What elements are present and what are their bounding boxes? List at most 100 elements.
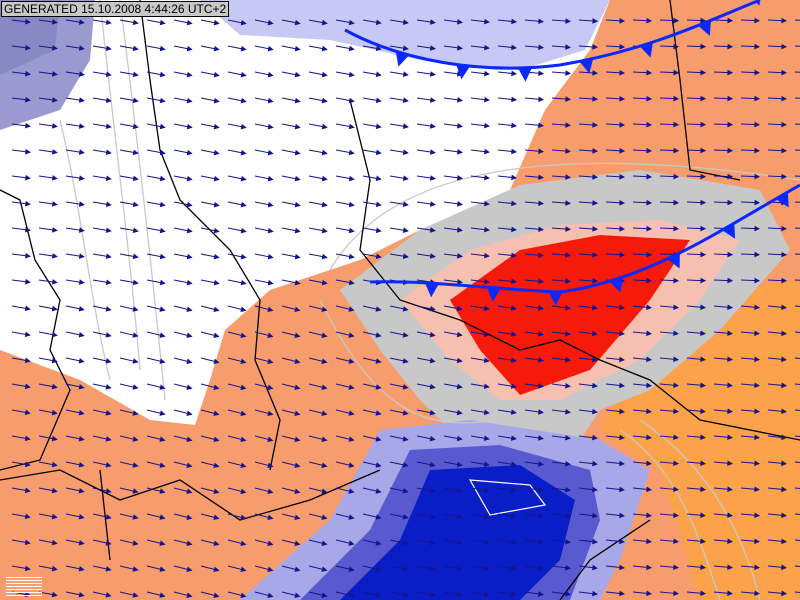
wind-arrow-head xyxy=(700,95,707,102)
wind-arrow-head xyxy=(321,71,328,78)
wind-arrow-head xyxy=(538,226,545,233)
wind-arrow-head xyxy=(78,591,85,598)
wind-arrow-head xyxy=(754,17,761,24)
wind-arrow-head xyxy=(484,122,490,129)
wind-arrow-head xyxy=(186,358,193,364)
cold-front-triangle xyxy=(517,67,532,82)
wind-arrow-head xyxy=(105,175,112,182)
wind-arrow-head xyxy=(348,540,355,546)
wind-arrow-head xyxy=(754,69,761,76)
wind-arrow-head xyxy=(267,566,274,573)
wind-arrow-head xyxy=(781,486,788,493)
wind-arrow-head xyxy=(186,45,193,52)
wind-arrow-head xyxy=(511,278,518,285)
wind-arrow-head xyxy=(754,304,761,311)
wind-arrow-head xyxy=(673,512,680,519)
wind-arrow-head xyxy=(51,97,58,103)
wind-arrow-head xyxy=(727,69,734,76)
wind-arrow-head xyxy=(511,18,518,25)
wind-arrow-head xyxy=(538,148,545,155)
wind-arrow-head xyxy=(646,512,653,519)
wind-arrow-head xyxy=(565,96,572,102)
wind-arrow-head xyxy=(294,149,301,156)
wind-arrow-head xyxy=(429,487,436,494)
wind-arrow-head xyxy=(348,71,355,78)
wind-arrow-head xyxy=(754,434,761,441)
wind-arrow-head xyxy=(429,331,436,338)
wind-arrow-head xyxy=(754,330,761,337)
wind-arrow-head xyxy=(186,436,193,442)
wind-arrow-head xyxy=(510,357,517,363)
wind-arrow-head xyxy=(646,304,653,311)
wind-arrow-head xyxy=(646,147,653,154)
wind-arrow-head xyxy=(159,384,166,390)
wind-arrow-head xyxy=(105,358,112,364)
wind-arrow-head xyxy=(538,44,545,51)
wind-arrow-head xyxy=(457,279,463,285)
wind-arrow-head xyxy=(267,45,274,52)
wind-arrow-head xyxy=(348,306,355,312)
wind-arrow-head xyxy=(321,253,328,260)
wind-arrow-head xyxy=(565,382,571,389)
wind-arrow-icon xyxy=(794,513,800,516)
wind-arrow-head xyxy=(700,408,707,415)
wind-arrow-head xyxy=(159,123,166,130)
wind-arrow-head xyxy=(51,513,58,520)
wind-arrow-head xyxy=(159,488,166,494)
wind-arrow-head xyxy=(267,540,274,547)
wind-arrow-head xyxy=(375,45,382,52)
wind-arrow-head xyxy=(700,486,707,493)
wind-arrow-head xyxy=(78,227,85,233)
wind-arrow-head xyxy=(429,357,436,364)
wind-arrow-head xyxy=(321,227,328,234)
wind-arrow-head xyxy=(727,17,734,24)
wind-arrow-head xyxy=(619,408,626,415)
wind-arrow-head xyxy=(781,17,788,24)
wind-arrow-head xyxy=(511,200,518,207)
wind-arrow-head xyxy=(375,384,382,390)
wind-arrow-icon xyxy=(794,357,800,360)
wind-arrow-head xyxy=(537,435,544,441)
wind-arrow-head xyxy=(294,488,301,495)
wind-arrow-head xyxy=(754,173,761,180)
wind-arrow-head xyxy=(456,539,463,546)
wind-arrow-head xyxy=(375,175,382,182)
cold-front-triangle xyxy=(609,277,623,293)
wind-arrow-head xyxy=(267,253,274,260)
wind-arrow-head xyxy=(592,174,599,180)
wind-arrow-head xyxy=(727,408,734,415)
wind-arrow-head xyxy=(321,97,328,104)
wind-arrow-icon xyxy=(794,201,800,203)
wind-arrow-head xyxy=(592,564,598,571)
wind-arrow-head xyxy=(646,460,653,467)
wind-arrow-head xyxy=(537,539,544,545)
wind-arrow-head xyxy=(673,304,680,311)
wind-arrow-head xyxy=(267,410,274,417)
wind-arrow-head xyxy=(159,410,166,416)
wind-arrow-head xyxy=(240,488,247,495)
wind-arrow-head xyxy=(375,306,382,312)
wind-arrow-head xyxy=(78,19,85,25)
wind-arrow-head xyxy=(159,436,166,442)
wind-arrow-head xyxy=(456,357,463,364)
wind-arrow-head xyxy=(646,199,653,206)
wind-arrow-head xyxy=(781,460,788,467)
wind-arrow-head xyxy=(646,408,653,415)
wind-arrow-head xyxy=(321,201,328,208)
wind-arrow-head xyxy=(159,358,166,364)
wind-arrow-head xyxy=(457,175,463,181)
wind-arrow-head xyxy=(375,592,382,598)
wind-arrow-head xyxy=(51,591,58,598)
wind-arrow-head xyxy=(25,174,31,181)
wind-arrow-head xyxy=(240,592,247,599)
wind-arrow-head xyxy=(78,409,85,416)
wind-arrow-head xyxy=(646,356,653,363)
wind-arrow-head xyxy=(159,306,166,312)
wind-arrow-head xyxy=(484,174,490,181)
wind-arrow-head xyxy=(754,225,761,232)
wind-arrow-head xyxy=(754,486,761,493)
legend-icon[interactable] xyxy=(6,575,46,597)
wind-arrow-head xyxy=(565,252,572,258)
wind-arrow-head xyxy=(348,332,355,338)
wind-arrow-head xyxy=(646,69,653,76)
